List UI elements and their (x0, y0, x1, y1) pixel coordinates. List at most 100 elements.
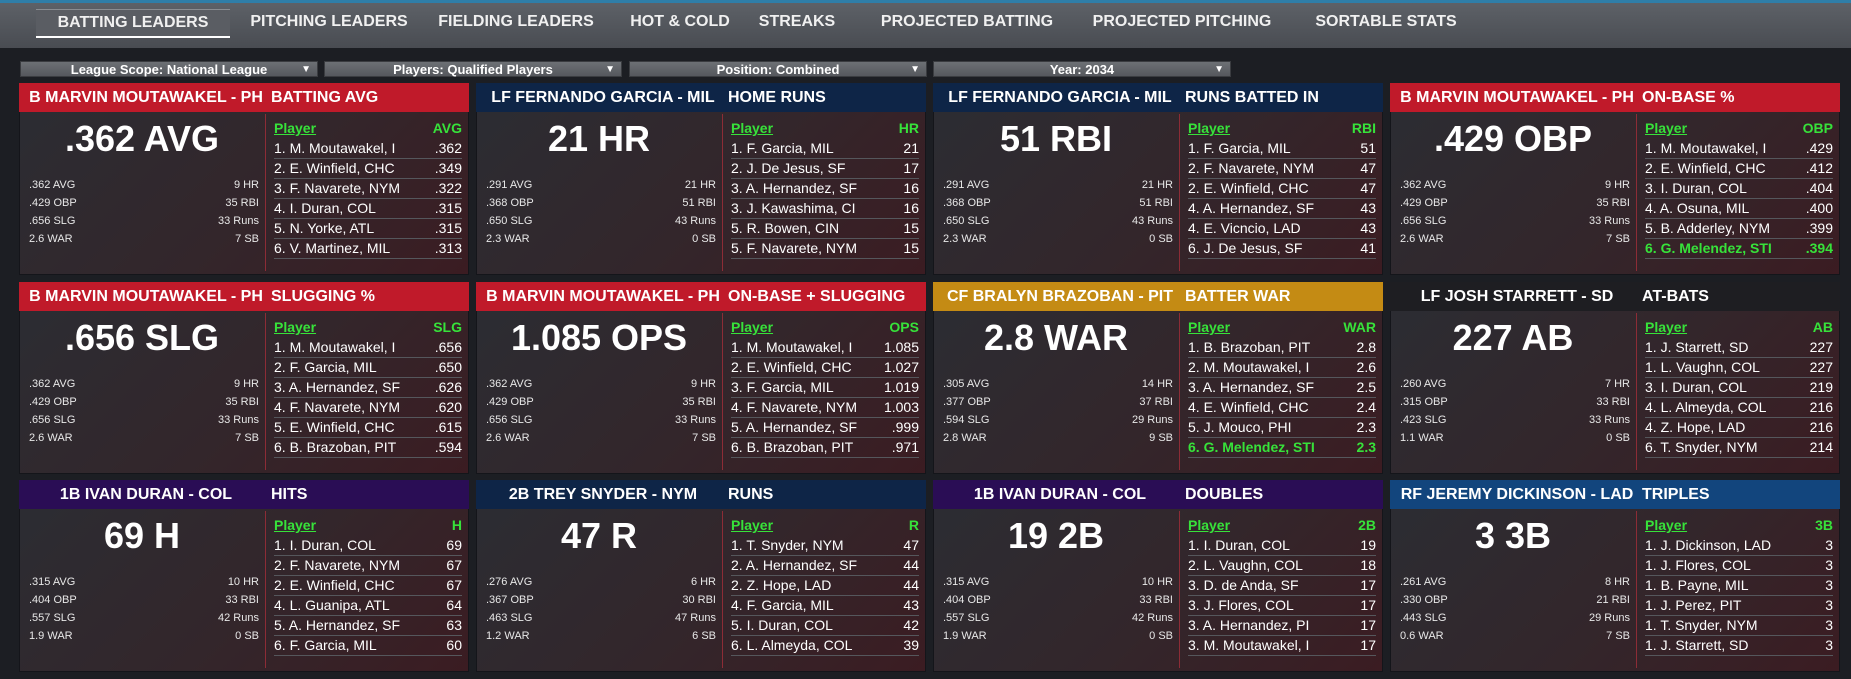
table-row[interactable]: 5. R. Bowen, CIN 15 (731, 219, 919, 239)
column-stat[interactable]: 3B (1815, 517, 1833, 533)
table-row[interactable]: 3. F. Garcia, MIL 1.019 (731, 378, 919, 398)
player-name[interactable]: 3. A. Hernandez, SF (731, 180, 858, 196)
column-player[interactable]: Player (731, 120, 774, 136)
leader-card[interactable]: B MARVIN MOUTAWAKEL - PH ON-BASE % .429 OB… (1390, 83, 1840, 275)
table-row[interactable]: 2. J. De Jesus, SF 17 (731, 159, 919, 179)
column-player[interactable]: Player (731, 517, 774, 533)
player-name[interactable]: 6. L. Almeyda, COL (731, 637, 853, 653)
table-row[interactable]: 6. J. De Jesus, SF 41 (1188, 239, 1376, 259)
table-row[interactable]: 1. J. Starrett, SD 227 (1645, 338, 1833, 358)
player-name[interactable]: 6. V. Martinez, MIL (274, 240, 391, 256)
table-row[interactable]: 3. I. Duran, COL .404 (1645, 179, 1833, 199)
table-row[interactable]: 4. F. Navarete, NYM .620 (274, 398, 462, 418)
column-stat[interactable]: H (451, 517, 462, 533)
tab-hot-cold[interactable]: HOT & COLD (630, 13, 730, 30)
player-name[interactable]: 5. A. Hernandez, SF (731, 419, 858, 435)
column-stat[interactable]: AB (1812, 319, 1833, 335)
player-name[interactable]: 1. T. Snyder, NYM (731, 537, 844, 553)
filter-dropdown-2[interactable]: Position: Combined ▼ (629, 61, 927, 77)
table-row[interactable]: 3. A. Hernandez, SF 16 (731, 179, 919, 199)
leader-name[interactable]: LF JOSH STARRETT - SD (1420, 288, 1614, 305)
leader-name[interactable]: 1B IVAN DURAN - COL (59, 486, 233, 503)
tab-sortable-stats[interactable]: SORTABLE STATS (1315, 13, 1457, 30)
table-row[interactable]: 1. M. Moutawakel, I .362 (274, 139, 462, 159)
leader-card[interactable]: B MARVIN MOUTAWAKEL - PH BATTING AVG .362 … (19, 83, 469, 275)
leader-name[interactable]: B MARVIN MOUTAWAKEL - PH (486, 288, 720, 305)
player-name[interactable]: 2. E. Winfield, CHC (1188, 180, 1309, 196)
table-row[interactable]: 1. T. Snyder, NYM 47 (731, 536, 919, 556)
table-row[interactable]: 1. L. Vaughn, COL 227 (1645, 358, 1833, 378)
table-row[interactable]: 1. B. Payne, MIL 3 (1645, 576, 1833, 596)
player-name[interactable]: 2. E. Winfield, CHC (731, 359, 852, 375)
leader-card[interactable]: RF JEREMY DICKINSON - LAD TRIPLES 3 3B .261… (1390, 480, 1840, 672)
player-name[interactable]: 1. L. Vaughn, COL (1645, 359, 1760, 375)
table-row[interactable]: 4. E. Winfield, CHC 2.4 (1188, 398, 1376, 418)
player-name[interactable]: 5. I. Duran, COL (731, 617, 833, 633)
table-row[interactable]: 5. B. Adderley, NYM .399 (1645, 219, 1833, 239)
leader-name[interactable]: 2B TREY SNYDER - NYM (508, 486, 698, 503)
player-name[interactable]: 5. J. Mouco, PHI (1188, 419, 1292, 435)
player-name[interactable]: 4. E. Winfield, CHC (1188, 399, 1309, 415)
table-row[interactable]: 3. A. Hernandez, SF .626 (274, 378, 462, 398)
filter-dropdown-1[interactable]: Players: Qualified Players ▼ (324, 61, 622, 77)
leader-name[interactable]: B MARVIN MOUTAWAKEL - PH (29, 288, 263, 305)
leader-card[interactable]: 2B TREY SNYDER - NYM RUNS 47 R .276 AVG 6 HR… (476, 480, 926, 672)
table-row[interactable]: 1. B. Brazoban, PIT 2.8 (1188, 338, 1376, 358)
filter-dropdown-0[interactable]: League Scope: National League ▼ (20, 61, 318, 77)
column-stat[interactable]: RBI (1351, 120, 1376, 136)
column-player[interactable]: Player (274, 319, 317, 335)
table-row[interactable]: 2. F. Navarete, NYM 67 (274, 556, 462, 576)
table-row[interactable]: 2. F. Navarete, NYM 47 (1188, 159, 1376, 179)
player-name[interactable]: 1. M. Moutawakel, I (274, 339, 396, 355)
player-name[interactable]: 4. F. Garcia, MIL (731, 597, 834, 613)
player-name[interactable]: 4. A. Osuna, MIL (1645, 200, 1750, 216)
player-name[interactable]: 6. G. Melendez, STI (1645, 240, 1772, 256)
table-row[interactable]: 4. E. Vicncio, LAD 43 (1188, 219, 1376, 239)
table-row[interactable]: 6. G. Melendez, STI .394 (1645, 239, 1833, 259)
table-row[interactable]: 4. A. Osuna, MIL .400 (1645, 199, 1833, 219)
column-player[interactable]: Player (274, 120, 317, 136)
player-name[interactable]: 5. N. Yorke, ATL (274, 220, 375, 236)
player-name[interactable]: 4. L. Almeyda, COL (1645, 399, 1767, 415)
column-stat[interactable]: SLG (433, 319, 462, 335)
player-name[interactable]: 2. L. Vaughn, COL (1188, 557, 1303, 573)
table-row[interactable]: 3. A. Hernandez, SF 2.5 (1188, 378, 1376, 398)
player-name[interactable]: 5. F. Navarete, NYM (731, 240, 858, 256)
table-row[interactable]: 5. J. Mouco, PHI 2.3 (1188, 418, 1376, 438)
table-row[interactable]: 1. J. Flores, COL 3 (1645, 556, 1833, 576)
player-name[interactable]: 2. E. Winfield, CHC (1645, 160, 1766, 176)
table-row[interactable]: 2. A. Hernandez, SF 44 (731, 556, 919, 576)
player-name[interactable]: 3. D. de Anda, SF (1188, 577, 1299, 593)
tab-pitching-leaders[interactable]: PITCHING LEADERS (250, 13, 408, 30)
player-name[interactable]: 1. F. Garcia, MIL (1188, 140, 1291, 156)
table-row[interactable]: 6. B. Brazoban, PIT .971 (731, 438, 919, 458)
player-name[interactable]: 2. A. Hernandez, SF (731, 557, 858, 573)
table-row[interactable]: 3. A. Hernandez, PI 17 (1188, 616, 1376, 636)
column-stat[interactable]: HR (898, 120, 919, 136)
player-name[interactable]: 5. E. Winfield, CHC (274, 419, 395, 435)
player-name[interactable]: 6. G. Melendez, STI (1188, 439, 1315, 455)
player-name[interactable]: 6. B. Brazoban, PIT (731, 439, 854, 455)
table-row[interactable]: 2. E. Winfield, CHC 67 (274, 576, 462, 596)
player-name[interactable]: 1. J. Flores, COL (1645, 557, 1751, 573)
table-row[interactable]: 2. E. Winfield, CHC 1.027 (731, 358, 919, 378)
table-row[interactable]: 5. I. Duran, COL 42 (731, 616, 919, 636)
table-row[interactable]: 6. V. Martinez, MIL .313 (274, 239, 462, 259)
player-name[interactable]: 4. E. Vicncio, LAD (1188, 220, 1301, 236)
player-name[interactable]: 3. I. Duran, COL (1645, 180, 1747, 196)
table-row[interactable]: 1. J. Perez, PIT 3 (1645, 596, 1833, 616)
player-name[interactable]: 1. I. Duran, COL (274, 537, 376, 553)
table-row[interactable]: 5. E. Winfield, CHC .615 (274, 418, 462, 438)
player-name[interactable]: 1. M. Moutawakel, I (731, 339, 853, 355)
table-row[interactable]: 1. I. Duran, COL 69 (274, 536, 462, 556)
player-name[interactable]: 2. F. Garcia, MIL (274, 359, 377, 375)
leader-name[interactable]: CF BRALYN BRAZOBAN - PIT (946, 288, 1174, 305)
column-player[interactable]: Player (1645, 517, 1688, 533)
player-name[interactable]: 2. F. Navarete, NYM (274, 557, 401, 573)
player-name[interactable]: 1. J. Perez, PIT (1645, 597, 1742, 613)
table-row[interactable]: 4. I. Duran, COL .315 (274, 199, 462, 219)
table-row[interactable]: 1. J. Dickinson, LAD 3 (1645, 536, 1833, 556)
table-row[interactable]: 1. I. Duran, COL 19 (1188, 536, 1376, 556)
leader-card[interactable]: 1B IVAN DURAN - COL DOUBLES 19 2B .315 AVG 1… (933, 480, 1383, 672)
player-name[interactable]: 4. A. Hernandez, SF (1188, 200, 1315, 216)
